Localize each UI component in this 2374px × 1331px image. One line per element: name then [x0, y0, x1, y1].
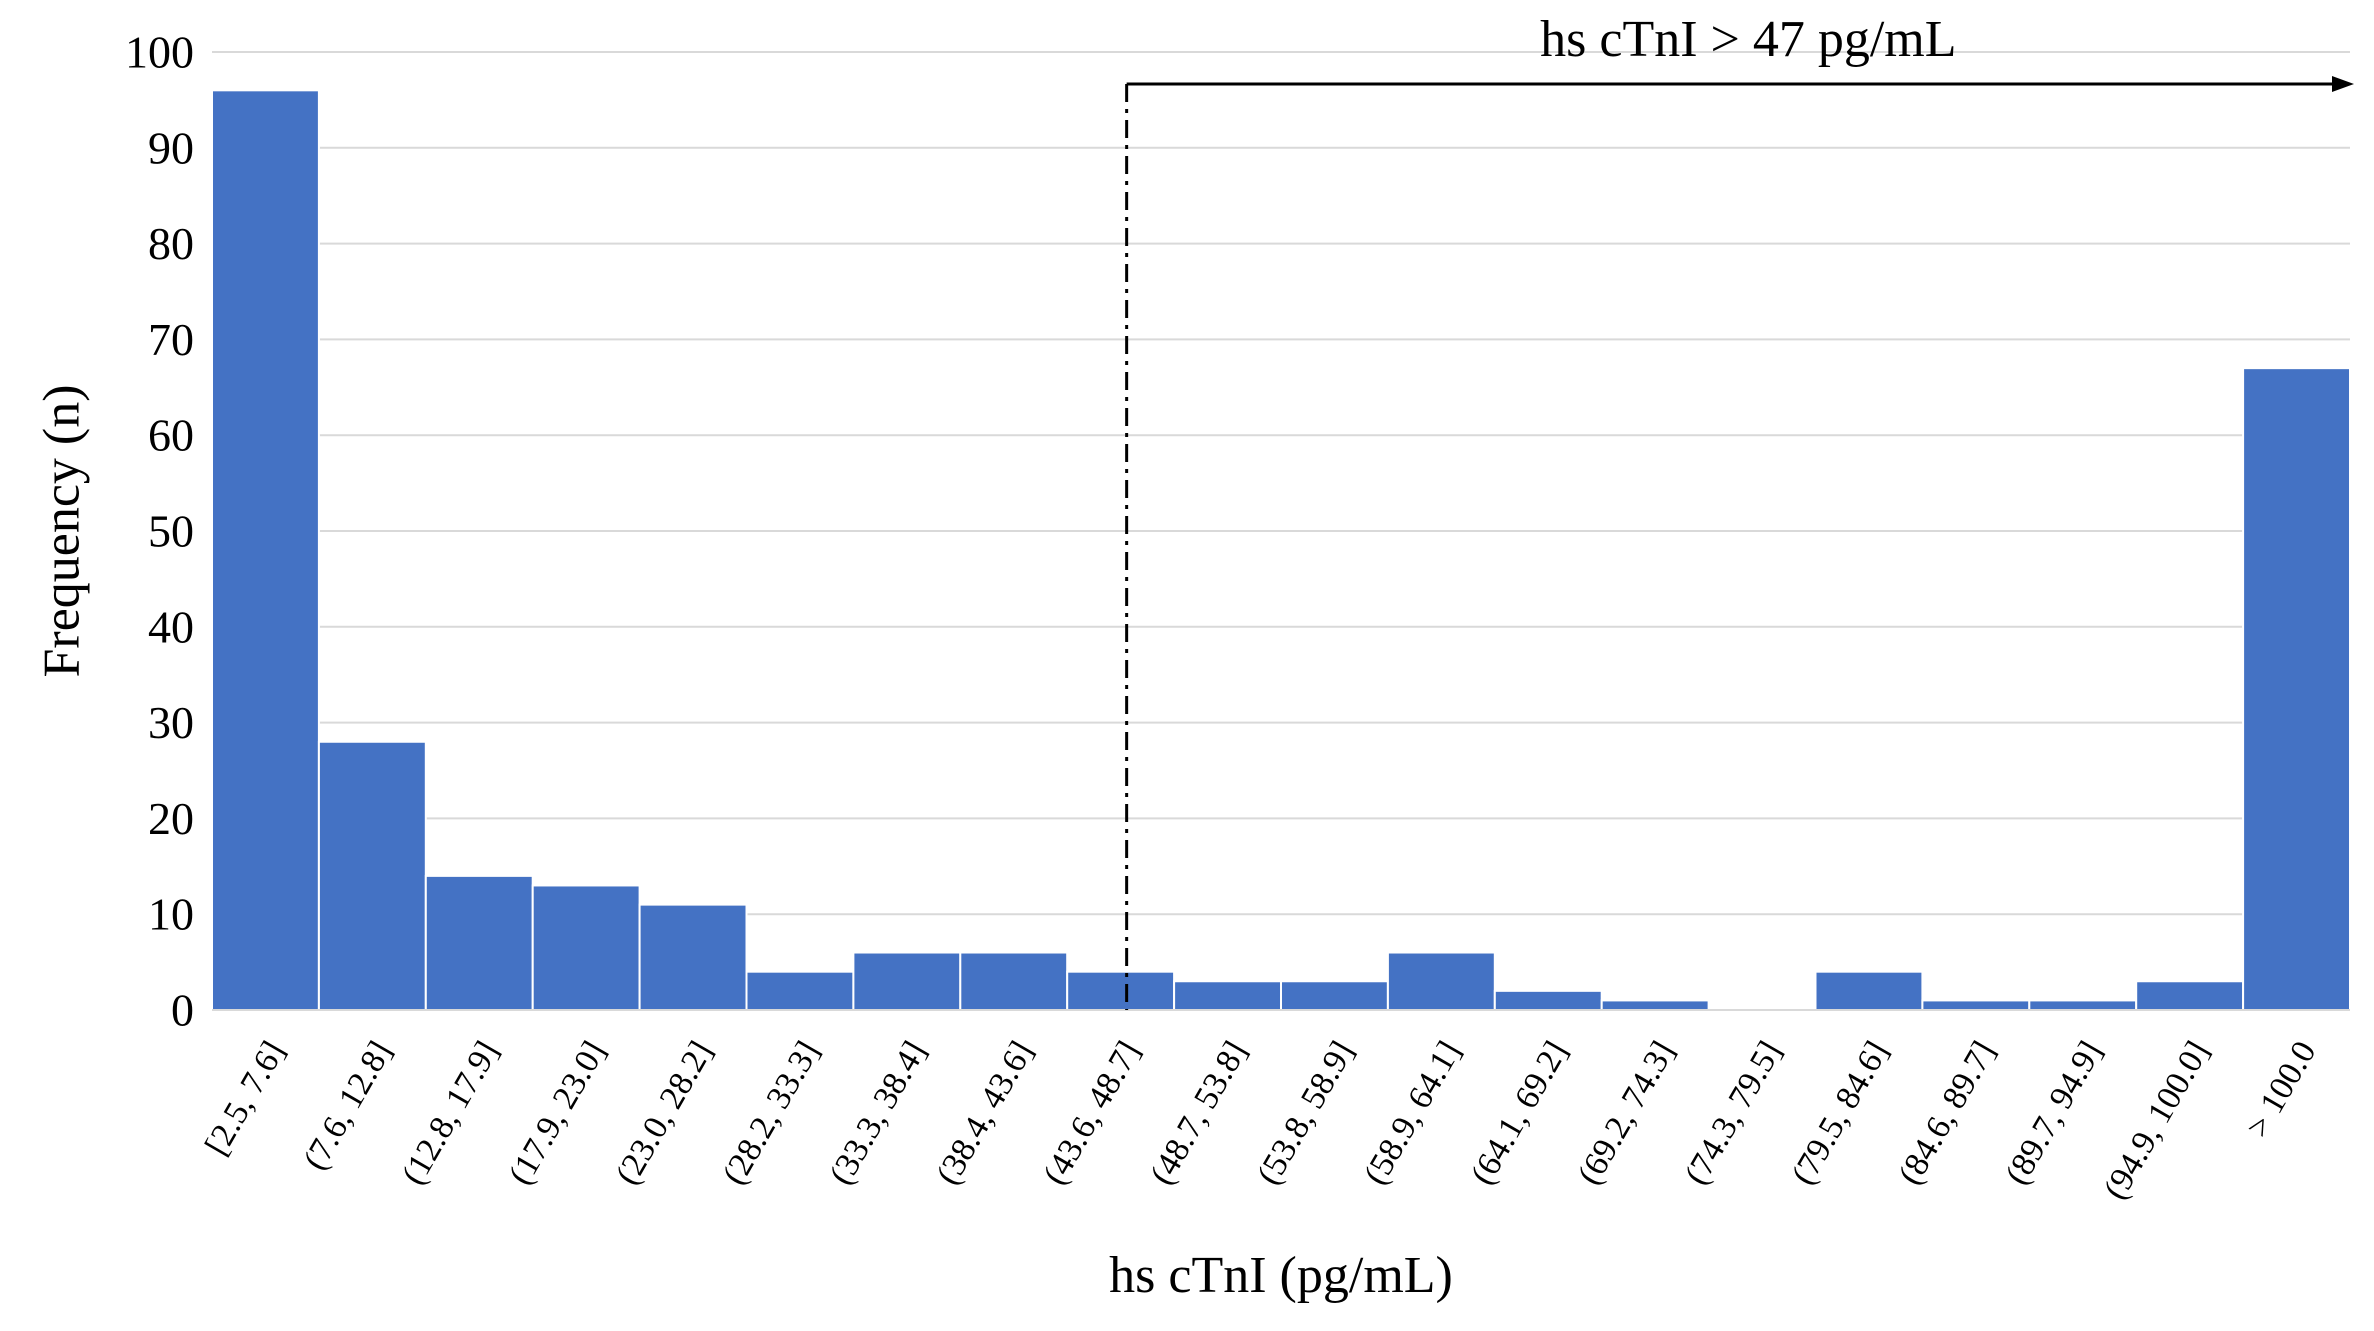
y-axis-title: Frequency (n) [34, 384, 91, 677]
x-category-label: (89.7, 94.9] [1998, 1035, 2109, 1191]
x-category-label: (74.3, 79.5] [1678, 1035, 1789, 1191]
y-tick-label: 0 [171, 985, 194, 1036]
y-tick-label: 90 [148, 122, 194, 173]
bar [2135, 980, 2245, 1012]
x-category-label: (64.1, 69.2] [1464, 1035, 1575, 1191]
x-category-label: [2.5, 7.6] [198, 1035, 292, 1161]
threshold-label: hs cTnI > 47 pg/mL [1540, 11, 1956, 68]
bar [2242, 367, 2352, 1011]
bar [531, 884, 641, 1012]
bar [1600, 999, 1710, 1011]
bar [852, 951, 962, 1012]
bar [1814, 970, 1924, 1011]
bar [1173, 980, 1282, 1012]
x-category-label: (53.8, 58.9] [1250, 1035, 1361, 1191]
x-category-label: (69.2, 74.3] [1571, 1035, 1682, 1191]
bar [211, 89, 320, 1011]
x-category-label: (79.5, 84.6] [1785, 1035, 1896, 1191]
y-tick-label: 60 [148, 410, 194, 461]
y-tick-label: 80 [148, 218, 194, 269]
arrowhead-icon [2332, 76, 2354, 92]
y-tick-label: 30 [148, 697, 194, 748]
x-category-label: (94.9, 100.0] [2097, 1035, 2217, 1206]
bar [1493, 989, 1603, 1012]
gridlines [212, 51, 2350, 916]
bar [424, 874, 534, 1011]
x-axis-title: hs cTnI (pg/mL) [1109, 1247, 1453, 1304]
x-category-label: (43.6, 48.7] [1036, 1035, 1147, 1191]
y-tick-label: 10 [148, 889, 194, 940]
y-tick-label: 40 [148, 601, 194, 652]
bar [959, 951, 1069, 1012]
x-category-label: > 100.0 [2239, 1035, 2323, 1144]
x-category-label: (23.0, 28.2] [609, 1035, 720, 1191]
x-category-label: (48.7, 53.8] [1143, 1035, 1254, 1191]
x-category-label: (28.2, 33.3] [716, 1035, 827, 1191]
x-category-label: (12.8, 17.9] [395, 1035, 506, 1191]
y-tick-label: 50 [148, 506, 194, 557]
x-category-label: (33.3, 38.4] [823, 1035, 934, 1191]
x-category-label: (7.6, 12.8] [297, 1035, 400, 1176]
x-axis-category-labels: [2.5, 7.6] (7.6, 12.8](12.8, 17.9](17.9, … [198, 1035, 2323, 1206]
threshold-annotation: hs cTnI > 47 pg/mL [1125, 11, 2354, 1010]
bar [638, 903, 748, 1011]
bar [1280, 980, 1389, 1012]
bar [1386, 951, 1496, 1012]
bar [745, 970, 855, 1011]
bar [317, 740, 427, 1011]
x-category-label: (17.9, 23.0] [502, 1035, 613, 1191]
x-category-label: (38.4, 43.6] [929, 1035, 1040, 1191]
y-axis-ticks: 0 10 20 30 40 50 60 70 80 90 100 [125, 27, 194, 1036]
bar [2028, 999, 2138, 1011]
bar [1921, 999, 2031, 1011]
y-tick-label: 100 [125, 27, 194, 78]
bars [211, 89, 2352, 1012]
x-category-label: (58.9, 64.1] [1357, 1035, 1468, 1191]
bar [1066, 970, 1176, 1011]
y-tick-label: 20 [148, 793, 194, 844]
x-category-label: (84.6, 89.7] [1892, 1035, 2003, 1191]
y-tick-label: 70 [148, 314, 194, 365]
